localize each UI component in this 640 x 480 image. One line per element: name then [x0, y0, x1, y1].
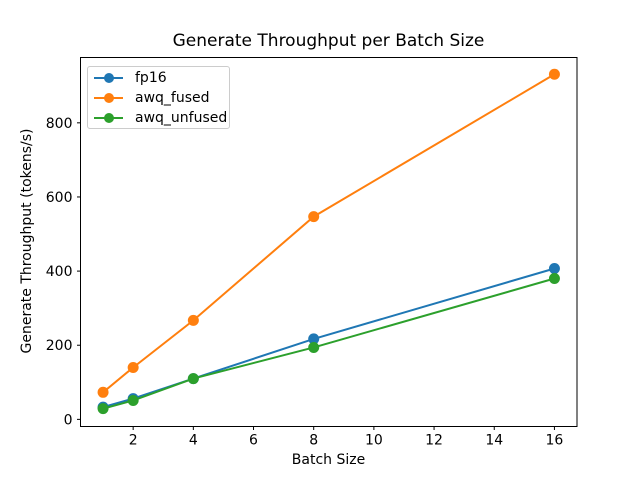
y-tick-label: 800 — [46, 116, 73, 132]
data-point-awq_unfused — [97, 403, 109, 415]
x-tick-label: 16 — [546, 433, 564, 449]
data-point-awq_fused — [97, 386, 109, 398]
legend-line-marker-icon — [94, 73, 123, 83]
data-point-awq_fused — [308, 211, 320, 223]
axes-frame — [80, 57, 578, 427]
x-tick-label: 12 — [425, 433, 443, 449]
data-point-awq_fused — [548, 68, 560, 80]
legend-item-awq_unfused: awq_unfused — [94, 108, 229, 128]
data-point-awq_unfused — [127, 394, 139, 406]
legend-label: fp16 — [135, 70, 167, 86]
legend-line-marker-icon — [94, 93, 123, 103]
x-tick-label: 2 — [129, 433, 138, 449]
x-tick-label: 8 — [309, 433, 318, 449]
legend-item-fp16: fp16 — [94, 68, 229, 88]
data-point-awq_unfused — [187, 373, 199, 385]
y-tick-label: 400 — [46, 264, 73, 280]
legend-line-marker-icon — [94, 113, 123, 123]
legend-dot-icon — [103, 93, 114, 103]
x-axis-label: Batch Size — [291, 452, 366, 468]
data-point-awq_unfused — [548, 273, 560, 285]
legend: fp16 awq_fused awq_unfused — [87, 66, 230, 129]
data-point-awq_unfused — [308, 341, 320, 353]
data-point-awq_fused — [127, 361, 139, 373]
chart-title: Generate Throughput per Batch Size — [172, 31, 485, 51]
legend-dot-icon — [103, 113, 114, 123]
y-tick-label: 600 — [46, 190, 73, 206]
x-tick-label: 10 — [365, 433, 383, 449]
data-point-awq_fused — [187, 314, 199, 326]
data-point-fp16 — [308, 333, 320, 345]
legend-dot-icon — [103, 73, 114, 83]
y-tick-label: 200 — [46, 338, 73, 354]
series-line-awq_unfused — [102, 277, 556, 410]
legend-label: awq_unfused — [135, 110, 228, 126]
x-tick-label: 6 — [249, 433, 258, 449]
legend-item-awq_fused: awq_fused — [94, 88, 229, 108]
data-point-fp16 — [548, 263, 560, 275]
legend-label: awq_fused — [135, 90, 210, 106]
y-tick-label: 0 — [64, 412, 73, 428]
x-tick-label: 4 — [189, 433, 198, 449]
x-tick-label: 14 — [485, 433, 503, 449]
